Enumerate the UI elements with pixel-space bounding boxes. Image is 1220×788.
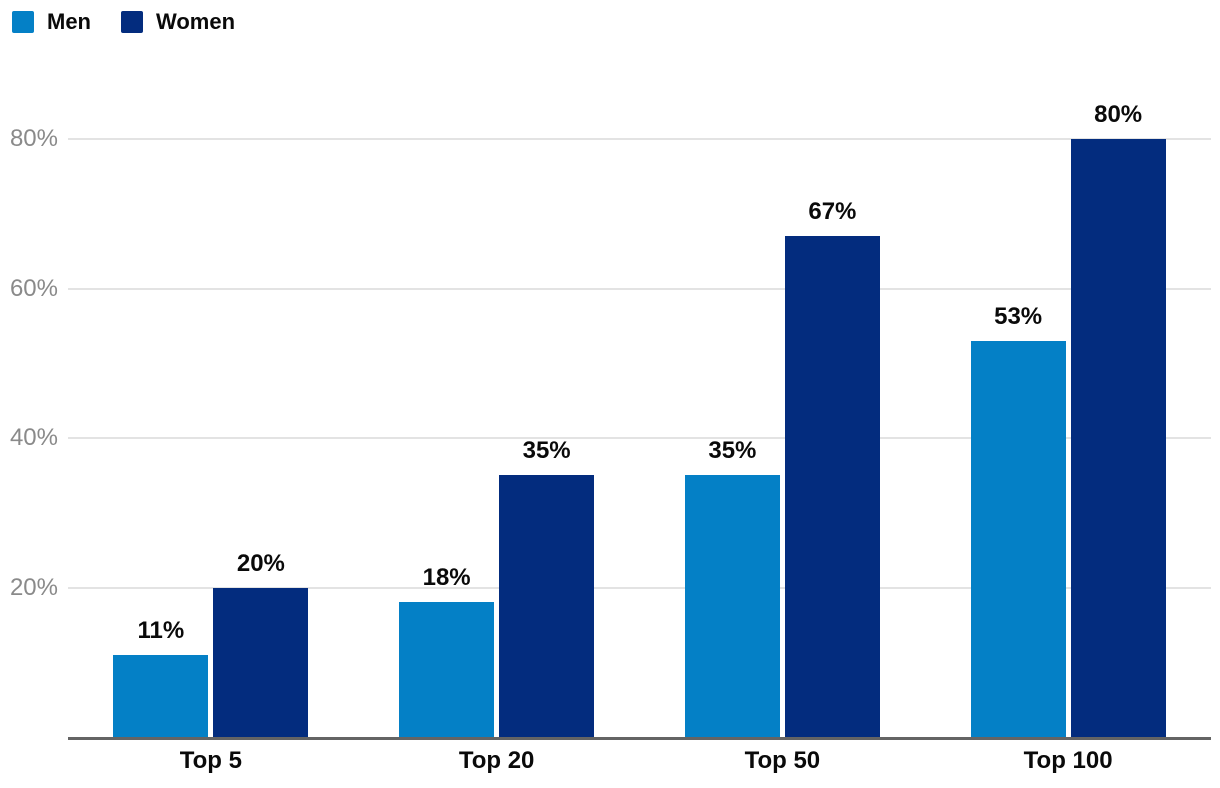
bar-men-top-20 [399, 602, 495, 737]
x-axis-label-top-5: Top 5 [179, 747, 242, 774]
legend: Men Women [12, 11, 235, 33]
value-label-men-top-50: 35% [708, 437, 757, 465]
y-tick-label: 40% [9, 424, 58, 451]
legend-swatch-women-icon [121, 11, 143, 33]
value-label-men-top-20: 18% [422, 564, 471, 592]
bar-women-top-5 [213, 587, 309, 737]
value-label-men-top-100: 53% [994, 302, 1043, 330]
bar-men-top-50 [684, 475, 780, 737]
value-label-men-top-5: 11% [137, 616, 185, 644]
value-label-women-top-50: 67% [808, 198, 857, 226]
bar-men-top-5 [113, 654, 209, 737]
legend-label-women: Women [156, 9, 236, 34]
bar-women-top-100 [1070, 139, 1166, 737]
y-tick-label: 20% [9, 573, 58, 601]
y-tick-label: 60% [9, 274, 58, 302]
x-axis-label-top-20: Top 20 [458, 747, 535, 774]
gridline-20% [68, 586, 1211, 589]
x-axis-line [68, 737, 1211, 740]
bar-women-top-50 [784, 236, 880, 737]
gridline-80% [68, 138, 1211, 140]
gridline-60% [68, 287, 1211, 290]
legend-item-men: Men [12, 11, 91, 33]
x-axis-label-top-50: Top 50 [744, 747, 821, 774]
value-label-women-top-5: 20% [236, 549, 285, 577]
legend-swatch-men-icon [12, 11, 34, 33]
bar-women-top-20 [499, 475, 595, 737]
y-tick-label: 80% [9, 125, 58, 152]
legend-item-women: Women [121, 11, 235, 33]
value-label-women-top-100: 80% [1094, 101, 1143, 128]
bar-men-top-100 [970, 340, 1066, 737]
gridline-40% [68, 437, 1211, 439]
value-label-women-top-20: 35% [522, 437, 571, 465]
x-axis-label-top-100: Top 100 [1023, 747, 1113, 774]
legend-label-men: Men [47, 9, 91, 34]
